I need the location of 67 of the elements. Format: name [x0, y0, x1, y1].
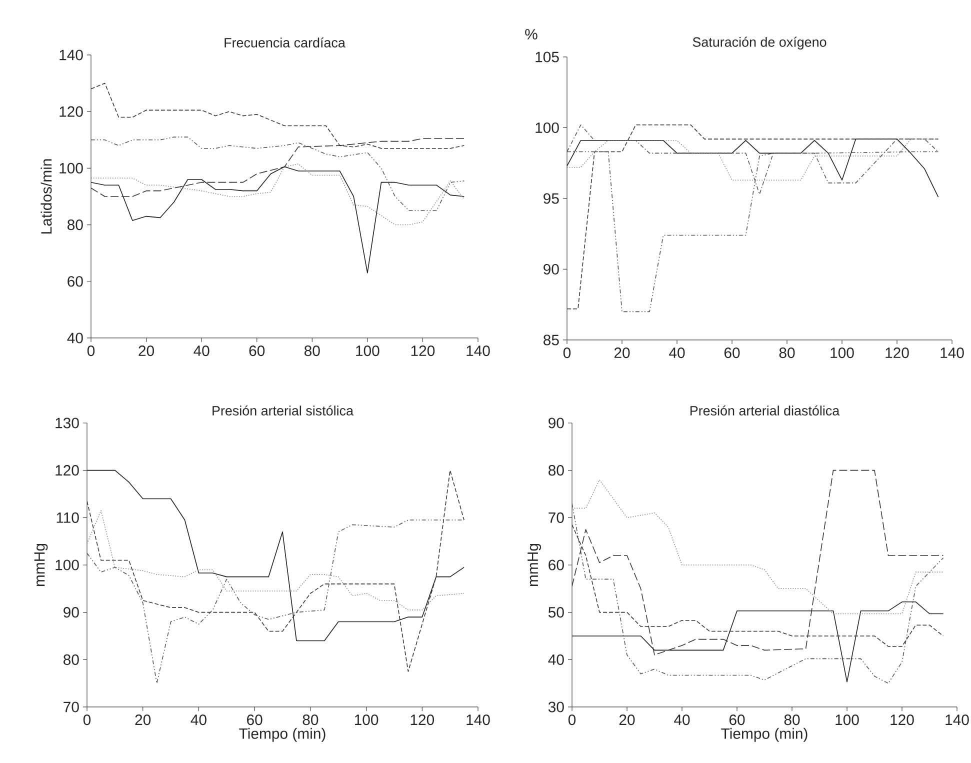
y-tick-label: 90 [544, 264, 559, 275]
x-tick-label: 120 [886, 348, 909, 358]
x-tick-label: 60 [729, 714, 745, 726]
y-tick-label: 90 [548, 418, 564, 428]
y-tick-label: 90 [64, 607, 79, 618]
x-tick-label: 80 [304, 346, 320, 356]
x-axis-title: Tiempo (min) [239, 728, 326, 742]
y-tick-label: 130 [56, 418, 79, 428]
y-axis-title: % [525, 29, 538, 40]
y-tick-label: 140 [60, 50, 83, 60]
x-tick-label: 140 [940, 348, 964, 358]
y-tick-label: 85 [544, 334, 559, 346]
x-tick-label: 60 [249, 346, 265, 356]
x-tick-label: 0 [568, 714, 576, 726]
y-tick-label: 70 [64, 702, 79, 712]
y-tick-label: 100 [536, 122, 559, 134]
x-tick-label: 140 [466, 346, 490, 356]
x-tick-label: 20 [135, 714, 151, 726]
y-axis-title: Latidos/min [40, 159, 52, 234]
x-tick-label: 140 [946, 714, 969, 726]
chart-title: Presión arterial diastólica [690, 405, 840, 416]
y-tick-label: 80 [64, 654, 79, 665]
x-tick-label: 120 [411, 346, 435, 356]
x-tick-label: 0 [87, 346, 95, 356]
x-tick-label: 100 [356, 346, 380, 356]
y-tick-label: 120 [56, 465, 79, 476]
y-tick-label: 40 [548, 654, 564, 665]
y-tick-label: 105 [536, 52, 559, 62]
y-tick-label: 40 [67, 332, 83, 344]
y-tick-label: 60 [68, 276, 83, 287]
x-tick-label: 100 [830, 348, 854, 358]
x-tick-label: 140 [466, 714, 490, 726]
x-tick-label: 80 [784, 714, 800, 726]
x-tick-label: 100 [836, 714, 859, 726]
y-tick-label: 95 [544, 193, 559, 204]
chart-title: Saturación de oxígeno [692, 36, 826, 50]
x-tick-label: 0 [83, 714, 91, 726]
x-tick-label: 80 [302, 714, 318, 726]
x-tick-label: 40 [669, 348, 685, 358]
x-tick-label: 120 [890, 714, 914, 726]
x-tick-label: 40 [190, 714, 206, 726]
y-tick-label: 120 [60, 106, 83, 117]
x-tick-label: 100 [354, 714, 378, 726]
y-tick-label: 30 [548, 702, 564, 712]
x-axis-title: Tiempo (min) [721, 728, 808, 742]
y-tick-label: 70 [548, 512, 564, 523]
x-tick-label: 40 [194, 346, 210, 356]
y-tick-label: 100 [60, 162, 83, 174]
x-tick-label: 80 [779, 348, 795, 358]
x-tick-label: 20 [138, 346, 154, 356]
x-tick-label: 60 [724, 348, 740, 358]
y-tick-label: 50 [548, 607, 564, 618]
x-tick-label: 0 [563, 348, 571, 358]
x-tick-label: 20 [619, 714, 635, 726]
y-tick-label: 80 [68, 219, 83, 230]
y-axis-title: mmHg [528, 544, 542, 586]
y-tick-label: 60 [548, 560, 564, 570]
y-axis-title: mmHg [34, 544, 48, 586]
y-tick-label: 80 [548, 465, 564, 476]
x-tick-label: 60 [247, 714, 262, 726]
y-tick-label: 100 [56, 560, 79, 570]
y-tick-label: 110 [56, 512, 79, 523]
x-tick-label: 20 [614, 348, 630, 358]
chart-title: Frecuencia cardíaca [224, 37, 346, 48]
chart-title: Presión arterial sistólica [212, 405, 354, 416]
x-tick-label: 120 [410, 714, 434, 726]
x-tick-label: 40 [674, 714, 690, 726]
